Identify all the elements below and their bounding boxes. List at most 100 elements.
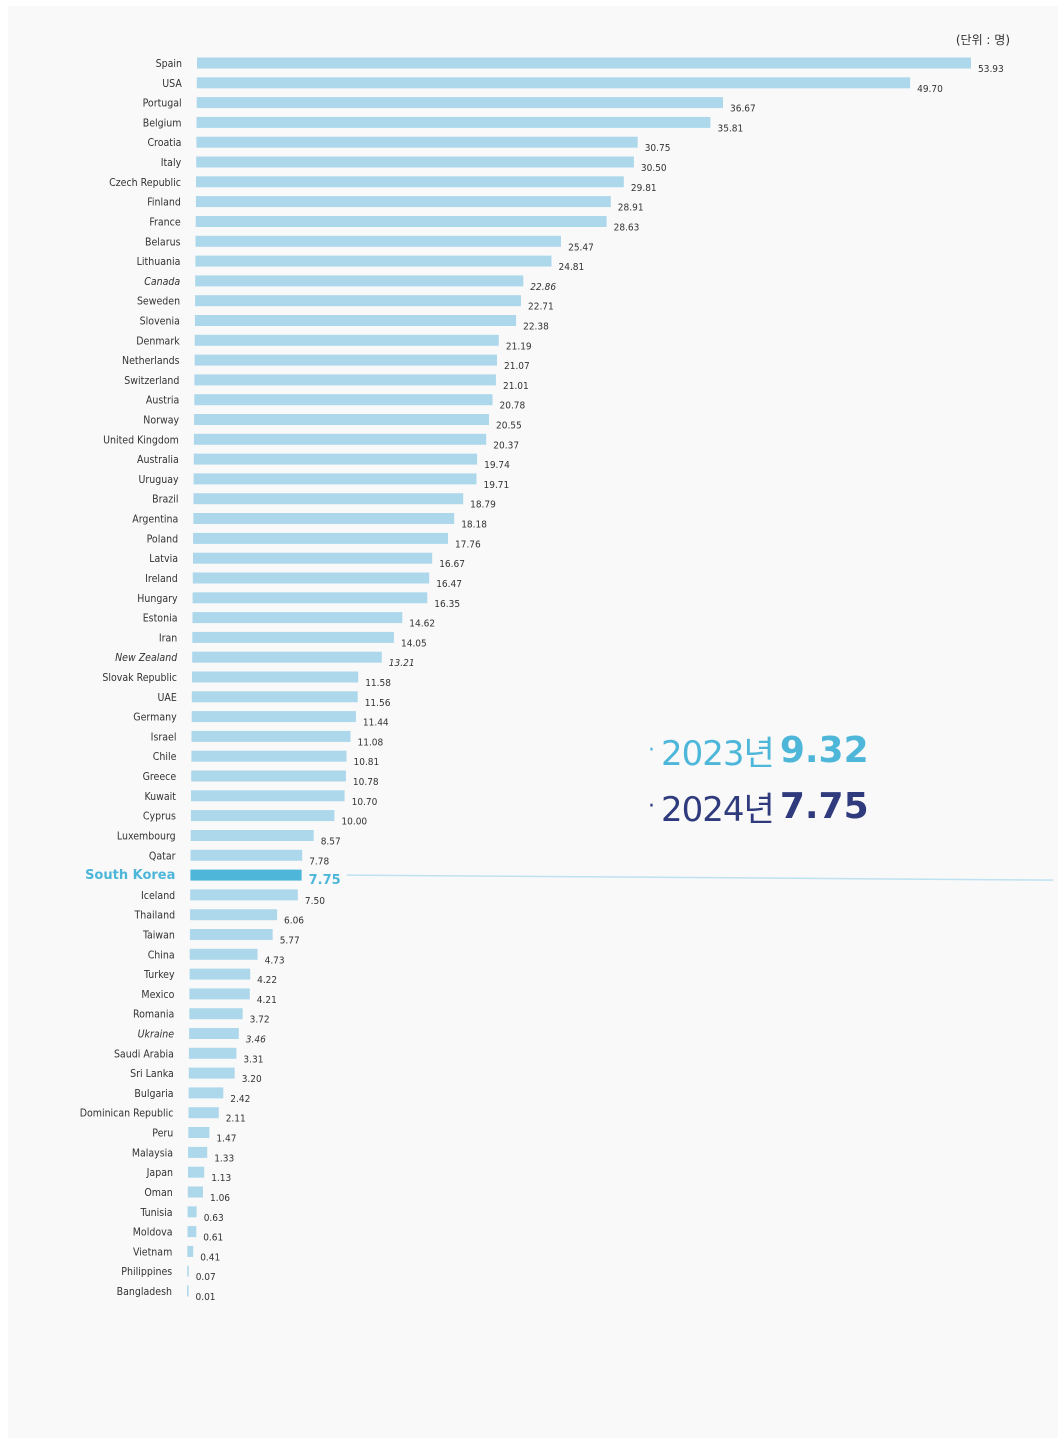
bar-belarus [195, 235, 561, 247]
legend-value-2023: 9.32 [779, 730, 869, 771]
category-label: Denmark [136, 335, 180, 347]
value-label: 0.41 [200, 1252, 220, 1263]
legend-value-2024: 7.75 [779, 786, 869, 827]
legend-2023: · 2023년 9.32 [648, 726, 1008, 782]
category-label: Germany [133, 712, 177, 724]
category-label: Ireland [145, 573, 178, 585]
bar-latvia [193, 552, 433, 564]
category-label: China [148, 949, 175, 961]
legend-2024: · 2024년 7.75 [648, 782, 1008, 838]
value-label: 1.06 [210, 1193, 230, 1204]
category-label: Spain [156, 58, 182, 70]
value-label: 6.06 [284, 916, 304, 927]
category-label: Japan [146, 1167, 173, 1179]
category-label: Thailand [134, 910, 176, 922]
bar-switzerland [194, 374, 496, 386]
value-label: 22.38 [523, 322, 549, 333]
value-label: 17.76 [455, 539, 481, 550]
category-label: Dominican Republic [80, 1108, 174, 1120]
value-label: 22.71 [528, 302, 554, 313]
value-label: 19.71 [484, 480, 510, 491]
category-label: Iceland [141, 890, 175, 902]
bar-denmark [194, 334, 499, 346]
bar-china [189, 948, 258, 960]
bar-bulgaria [188, 1087, 224, 1099]
bar-iceland [190, 889, 298, 901]
value-label: 36.67 [730, 104, 756, 115]
value-label: 10.70 [352, 797, 378, 808]
category-label: Hungary [137, 593, 178, 605]
bar-germany [191, 711, 356, 723]
bar-hungary [192, 592, 428, 604]
category-label: Iran [159, 632, 177, 644]
value-label: 11.44 [363, 718, 389, 729]
category-label: Argentina [132, 514, 178, 526]
bar-south-korea [190, 869, 302, 881]
bar-spain [197, 57, 971, 69]
category-label: Chile [153, 751, 177, 763]
bar-luxembourg [190, 830, 314, 841]
unit-label: (단위 : 명) [955, 33, 1010, 47]
category-label: Uruguay [138, 474, 179, 486]
category-label: Peru [152, 1128, 173, 1140]
bar-estonia [192, 612, 403, 624]
bar-qatar [190, 849, 303, 861]
bar-finland [195, 196, 611, 208]
category-label: Croatia [147, 137, 181, 149]
value-label: 22.86 [530, 282, 556, 293]
value-label: 11.56 [365, 698, 391, 709]
category-label: United Kingdom [103, 434, 179, 446]
bar-czech-republic [196, 176, 624, 188]
value-label: 30.50 [641, 163, 667, 174]
category-label: Estonia [143, 613, 178, 625]
category-label: Ukraine [138, 1029, 175, 1041]
bar-slovenia [194, 315, 517, 326]
bar-peru [188, 1127, 210, 1138]
value-label: 0.61 [203, 1233, 223, 1244]
value-label: 53.93 [978, 64, 1004, 75]
category-label: Bulgaria [134, 1088, 173, 1100]
bar-mexico [189, 988, 250, 1000]
value-label: 11.58 [365, 678, 391, 689]
category-label: Finland [147, 197, 181, 209]
bar-canada [195, 275, 524, 287]
value-label: 0.63 [204, 1213, 224, 1224]
bar-thailand [190, 909, 278, 921]
category-label: Vietnam [133, 1246, 172, 1258]
bar-ukraine [189, 1028, 239, 1039]
bar-greece [191, 770, 346, 782]
legend-year-2024: 2024년 [661, 790, 775, 830]
value-label: 10.78 [353, 777, 379, 788]
value-label: 18.18 [461, 520, 487, 531]
category-label: Australia [137, 454, 179, 466]
value-label: 16.35 [434, 599, 460, 610]
value-label: 16.67 [439, 559, 465, 570]
category-label: Romania [133, 1009, 174, 1021]
value-label: 7.50 [305, 896, 325, 907]
category-label: Portugal [143, 98, 182, 110]
value-label: 1.33 [214, 1153, 234, 1164]
legend: · 2023년 9.32 · 2024년 7.75 [648, 726, 1008, 838]
bar-portugal [196, 97, 723, 109]
value-label: 1.13 [211, 1173, 231, 1184]
value-label: 21.19 [506, 341, 532, 352]
bar-belgium [196, 116, 711, 128]
category-label: Luxembourg [117, 831, 176, 843]
value-label: 0.07 [196, 1272, 216, 1283]
bar-vietnam [187, 1245, 194, 1257]
category-label: Netherlands [122, 355, 180, 367]
value-label: 2.11 [226, 1114, 246, 1125]
bar-australia [193, 453, 478, 465]
category-label: Cyprus [143, 811, 176, 823]
legend-year-2023: 2023년 [661, 734, 775, 774]
value-label: 16.47 [436, 579, 462, 590]
value-label: 4.73 [265, 955, 285, 966]
bar-new-zealand [192, 651, 382, 663]
value-label: 28.91 [618, 203, 644, 214]
category-label: Malaysia [132, 1147, 173, 1159]
category-label: New Zealand [115, 652, 178, 664]
bar-uruguay [193, 473, 477, 485]
category-label: Czech Republic [109, 177, 181, 189]
value-label: 29.81 [631, 183, 657, 194]
